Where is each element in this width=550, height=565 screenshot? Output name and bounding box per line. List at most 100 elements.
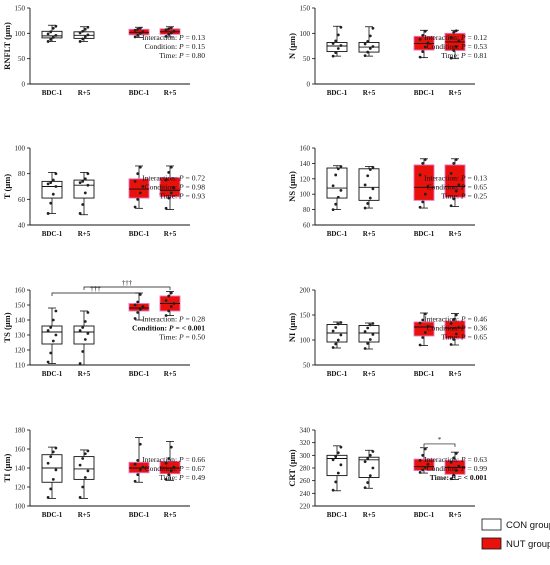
stat-line: Time: P = 0.80 xyxy=(159,51,205,60)
data-point xyxy=(172,302,176,305)
data-point xyxy=(49,351,53,355)
data-point xyxy=(423,158,427,161)
data-point xyxy=(449,322,453,325)
x-tick-label: R+5 xyxy=(164,230,177,238)
y-tick-label: 180 xyxy=(15,427,26,435)
box-1 xyxy=(326,445,348,492)
box-1 xyxy=(326,165,348,212)
box-4 xyxy=(159,291,181,317)
data-point xyxy=(418,471,422,474)
stat-line: Condition: P = 0.36 xyxy=(427,324,488,333)
data-point xyxy=(86,449,90,453)
data-point xyxy=(334,39,338,43)
data-point xyxy=(454,29,458,33)
data-point xyxy=(83,476,87,479)
box-3 xyxy=(128,26,150,39)
stat-line: Interaction: P = 0.13 xyxy=(142,33,205,42)
stat-label: Interaction: xyxy=(142,33,179,42)
data-point xyxy=(449,460,453,464)
box-3 xyxy=(128,437,150,483)
data-point xyxy=(418,459,422,462)
data-point xyxy=(46,40,50,43)
data-point xyxy=(136,311,140,314)
box-2 xyxy=(73,171,95,216)
data-point xyxy=(331,54,335,58)
x-tick-label: R+5 xyxy=(78,370,91,378)
data-point xyxy=(371,26,375,30)
data-point xyxy=(426,41,430,45)
data-point xyxy=(371,322,375,325)
stat-line: Time: P = < 0.001 xyxy=(430,473,487,482)
x-tick-label: BDC-1 xyxy=(129,89,150,97)
data-point xyxy=(339,25,343,29)
data-point xyxy=(366,174,370,178)
stat-line: Interaction: P = 0.72 xyxy=(142,174,205,183)
data-point xyxy=(172,186,176,190)
stat-p: P xyxy=(178,174,184,183)
data-point xyxy=(423,465,427,469)
data-point xyxy=(339,165,343,168)
data-point xyxy=(83,338,87,341)
data-point xyxy=(81,29,85,33)
stat-line: Condition: P = < 0.001 xyxy=(132,324,205,333)
y-tick-label: 260 xyxy=(300,477,311,485)
data-point xyxy=(452,338,456,341)
data-point xyxy=(164,314,168,317)
stat-value: = 0.65 xyxy=(466,333,488,342)
data-point xyxy=(169,469,173,473)
stat-p: P xyxy=(178,33,184,42)
y-tick-label: 150 xyxy=(300,312,311,320)
data-point xyxy=(336,322,340,326)
data-point xyxy=(169,26,173,30)
stat-value: = 0.46 xyxy=(466,315,488,324)
stat-line: Condition: P = 0.65 xyxy=(427,183,488,192)
x-tick-label: R+5 xyxy=(449,370,462,378)
data-point xyxy=(363,486,367,490)
box-iqr xyxy=(358,456,380,478)
stat-value: = 0.98 xyxy=(184,183,206,192)
data-point xyxy=(368,453,372,457)
data-point xyxy=(46,496,50,499)
box-2 xyxy=(358,322,380,350)
y-tick-label: 160 xyxy=(300,145,311,153)
data-point xyxy=(339,333,343,337)
stat-p: P xyxy=(178,464,184,473)
x-tick-label: R+5 xyxy=(449,230,462,238)
data-point xyxy=(51,26,55,30)
data-point xyxy=(141,185,145,188)
box-2 xyxy=(358,26,380,58)
stat-p: P xyxy=(178,315,184,324)
y-tick-label: 120 xyxy=(15,484,26,492)
y-tick-label: 110 xyxy=(15,362,26,370)
data-point xyxy=(51,339,55,343)
y-axis-label: RNFLT (µm) xyxy=(2,22,12,70)
data-point xyxy=(81,350,85,353)
x-tick-label: R+5 xyxy=(363,89,376,97)
box-iqr xyxy=(444,320,466,339)
data-point xyxy=(331,329,335,333)
stat-label: Time: xyxy=(441,333,461,342)
data-point xyxy=(78,40,82,43)
data-point xyxy=(366,326,370,330)
x-tick-label: R+5 xyxy=(363,230,376,238)
data-point xyxy=(78,463,82,467)
stat-p: P xyxy=(451,473,456,482)
data-point xyxy=(423,45,427,49)
y-tick-label: 0 xyxy=(22,81,26,89)
x-tick-label: BDC-1 xyxy=(42,511,63,519)
y-axis-label: CRT (µm) xyxy=(287,449,297,486)
y-axis-label: T (µm) xyxy=(2,174,12,199)
stat-label: Time: xyxy=(441,51,461,60)
stat-p: P xyxy=(460,42,466,51)
data-point xyxy=(457,326,461,329)
x-tick-label: BDC-1 xyxy=(42,89,63,97)
data-point xyxy=(368,34,372,38)
data-point xyxy=(86,172,90,176)
plot-panel-5: 110 120 130 140 150 160 TS (µm) BDC-1 R+5 BDC-1 R+… xyxy=(2,279,205,378)
box-iqr xyxy=(41,180,63,199)
data-point xyxy=(363,347,367,350)
stat-p: P xyxy=(460,192,466,201)
data-point xyxy=(81,485,85,489)
y-tick-label: 140 xyxy=(300,160,311,168)
